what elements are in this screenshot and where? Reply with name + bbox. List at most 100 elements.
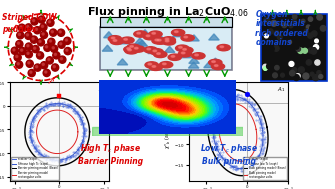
Point: [219, 99, 224, 102]
Point: [81, 133, 87, 136]
Point: [214, 146, 220, 149]
Point: [210, 121, 215, 124]
Point: [44, 154, 49, 157]
Point: [75, 112, 80, 115]
Point: [213, 149, 219, 152]
Point: [64, 105, 69, 108]
Point: [261, 133, 266, 136]
Point: [227, 95, 233, 98]
Point: [79, 119, 84, 122]
Point: [231, 98, 236, 101]
Point: [41, 152, 47, 155]
Point: [237, 99, 243, 102]
Polygon shape: [100, 17, 232, 27]
Point: [32, 150, 38, 153]
Point: [249, 163, 254, 166]
Point: [230, 165, 236, 168]
Point: [258, 122, 263, 125]
Point: [218, 100, 224, 103]
Point: [251, 106, 256, 109]
Point: [240, 166, 245, 169]
Point: [75, 152, 80, 155]
Circle shape: [292, 19, 296, 23]
Point: [213, 113, 218, 116]
Point: [211, 122, 216, 125]
Point: [215, 103, 220, 106]
Point: [251, 164, 256, 167]
Text: $A_1$: $A_1$: [277, 85, 285, 94]
Point: [74, 111, 79, 114]
Circle shape: [264, 17, 270, 23]
Point: [258, 115, 263, 118]
Point: [72, 108, 77, 111]
Point: [211, 129, 217, 132]
Point: [258, 119, 263, 122]
Point: [55, 102, 60, 105]
Point: [251, 107, 256, 110]
Circle shape: [134, 47, 138, 49]
Point: [221, 101, 226, 104]
Circle shape: [281, 73, 284, 77]
Point: [230, 164, 235, 167]
Point: [28, 139, 33, 142]
Point: [74, 113, 80, 116]
Point: [51, 158, 56, 161]
Point: [80, 142, 85, 145]
Circle shape: [35, 28, 38, 30]
Point: [34, 147, 39, 150]
Point: [81, 131, 86, 134]
Point: [230, 167, 236, 170]
Point: [219, 101, 225, 105]
Point: [224, 159, 229, 162]
Point: [80, 139, 85, 143]
Point: [79, 121, 84, 124]
Point: [43, 104, 48, 107]
Circle shape: [31, 18, 38, 25]
Point: [69, 155, 74, 158]
Polygon shape: [164, 46, 175, 52]
Point: [56, 103, 62, 106]
Point: [43, 103, 49, 106]
Point: [29, 139, 35, 142]
Circle shape: [43, 69, 50, 77]
Circle shape: [127, 44, 140, 50]
Circle shape: [315, 60, 320, 65]
Point: [66, 103, 71, 106]
Circle shape: [54, 53, 57, 56]
Point: [77, 117, 82, 120]
Point: [256, 154, 262, 157]
Point: [80, 124, 86, 127]
Point: [224, 96, 230, 99]
Point: [31, 115, 36, 118]
Point: [212, 116, 217, 119]
Point: [261, 152, 266, 155]
Point: [230, 95, 235, 98]
Point: [74, 147, 79, 150]
Point: [71, 108, 76, 111]
Circle shape: [53, 52, 60, 59]
Circle shape: [157, 53, 160, 54]
Point: [68, 155, 74, 158]
Point: [212, 111, 217, 114]
Polygon shape: [137, 40, 147, 46]
Point: [236, 97, 241, 100]
Point: [210, 140, 215, 143]
Polygon shape: [102, 45, 113, 51]
Circle shape: [148, 63, 152, 65]
Point: [212, 138, 217, 141]
Circle shape: [121, 37, 134, 43]
Point: [28, 140, 33, 143]
Circle shape: [220, 46, 224, 48]
Point: [213, 139, 218, 142]
Text: puddles: puddles: [2, 25, 36, 34]
Point: [236, 167, 241, 170]
Point: [83, 127, 88, 130]
Point: [70, 154, 76, 157]
Point: [75, 148, 80, 151]
Point: [78, 117, 83, 120]
Point: [260, 130, 266, 133]
Point: [82, 129, 87, 132]
Circle shape: [175, 31, 178, 33]
Point: [212, 131, 217, 134]
Point: [48, 102, 53, 105]
